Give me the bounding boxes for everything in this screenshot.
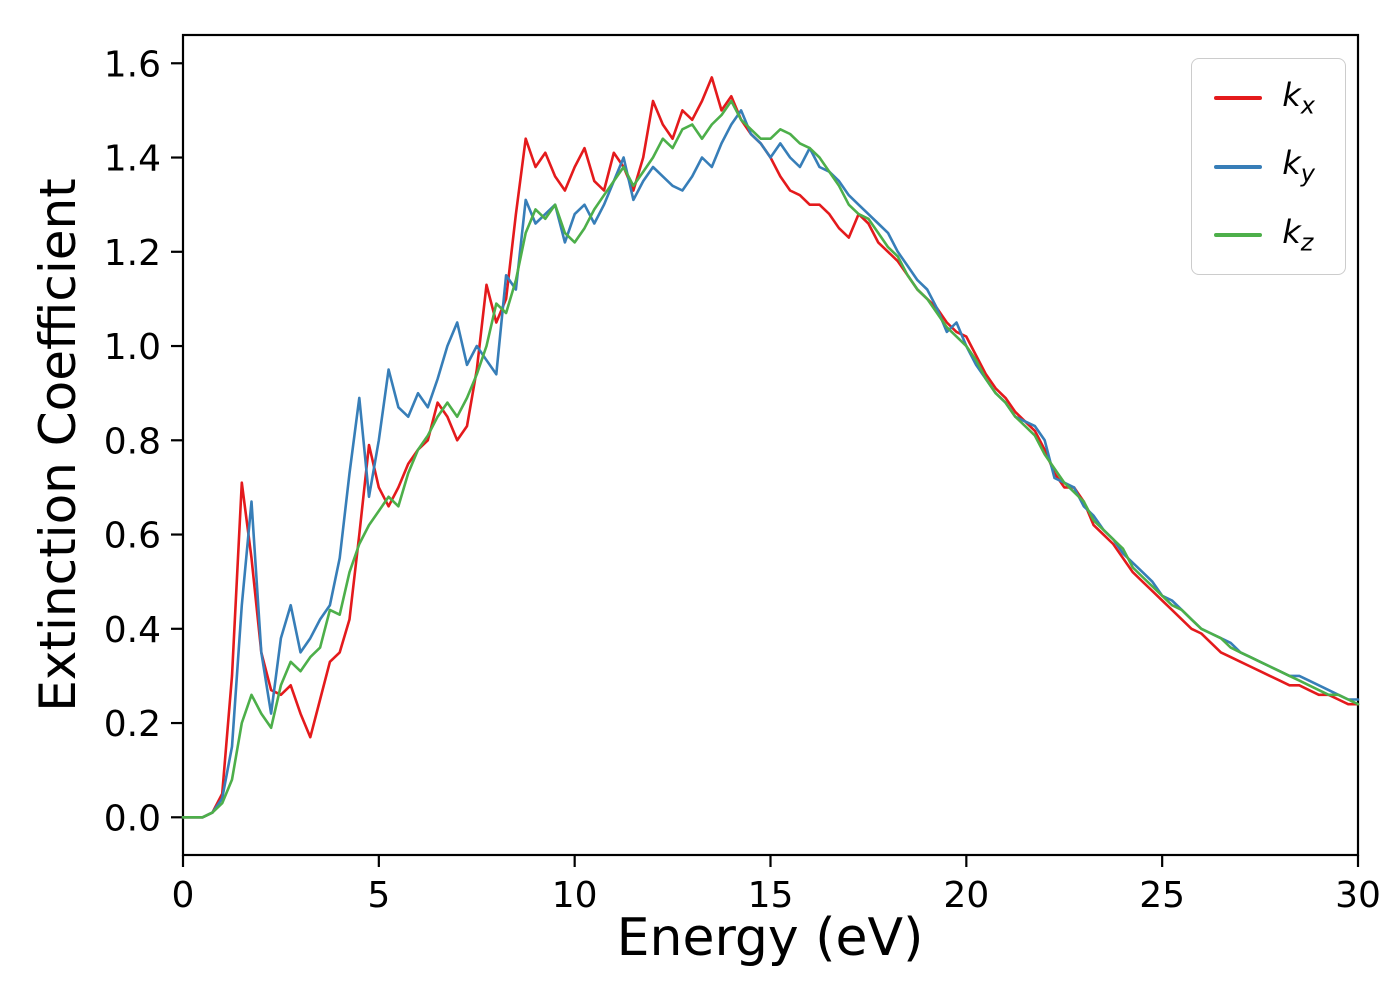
legend-label-k_z: kz [1282,212,1314,257]
x-axis-label: Energy (eV) [616,908,924,968]
x-tick-label: 15 [748,875,794,916]
x-tick-label: 25 [1139,875,1185,916]
x-tick-label: 30 [1335,875,1381,916]
y-tick-label: 0.4 [104,610,161,651]
series-line-k_z [181,99,1360,819]
legend-item-k_z: kz [1214,216,1315,254]
legend-label-k_y: ky [1282,144,1315,188]
legend-line-sample-k_y [1214,164,1263,169]
x-tick-label: 10 [552,875,598,916]
legend-item-k_x: kx [1214,79,1315,117]
y-tick-label: 1.4 [104,139,161,180]
legend-line-sample-k_x [1214,96,1263,101]
x-tick-label: 5 [367,875,390,916]
legend: kx ky kz [1191,58,1346,276]
legend-item-k_y: ky [1214,144,1315,188]
series-line-k_x [181,76,1360,819]
x-tick-label: 0 [172,875,195,916]
y-tick-label: 0.0 [104,798,161,839]
y-tick-label: 1.2 [104,233,161,274]
y-tick-label: 1.0 [104,327,161,368]
x-tick-label: 20 [943,875,989,916]
y-axis-label: Extinction Coefficient [29,178,87,712]
y-tick-label: 0.2 [104,704,161,745]
legend-label-k_x: kx [1282,76,1315,120]
y-tick-label: 1.6 [104,44,161,85]
series-line-k_y [181,109,1360,819]
legend-line-sample-k_z [1214,232,1263,237]
y-tick-label: 0.8 [104,421,161,462]
y-tick-label: 0.6 [104,516,161,557]
